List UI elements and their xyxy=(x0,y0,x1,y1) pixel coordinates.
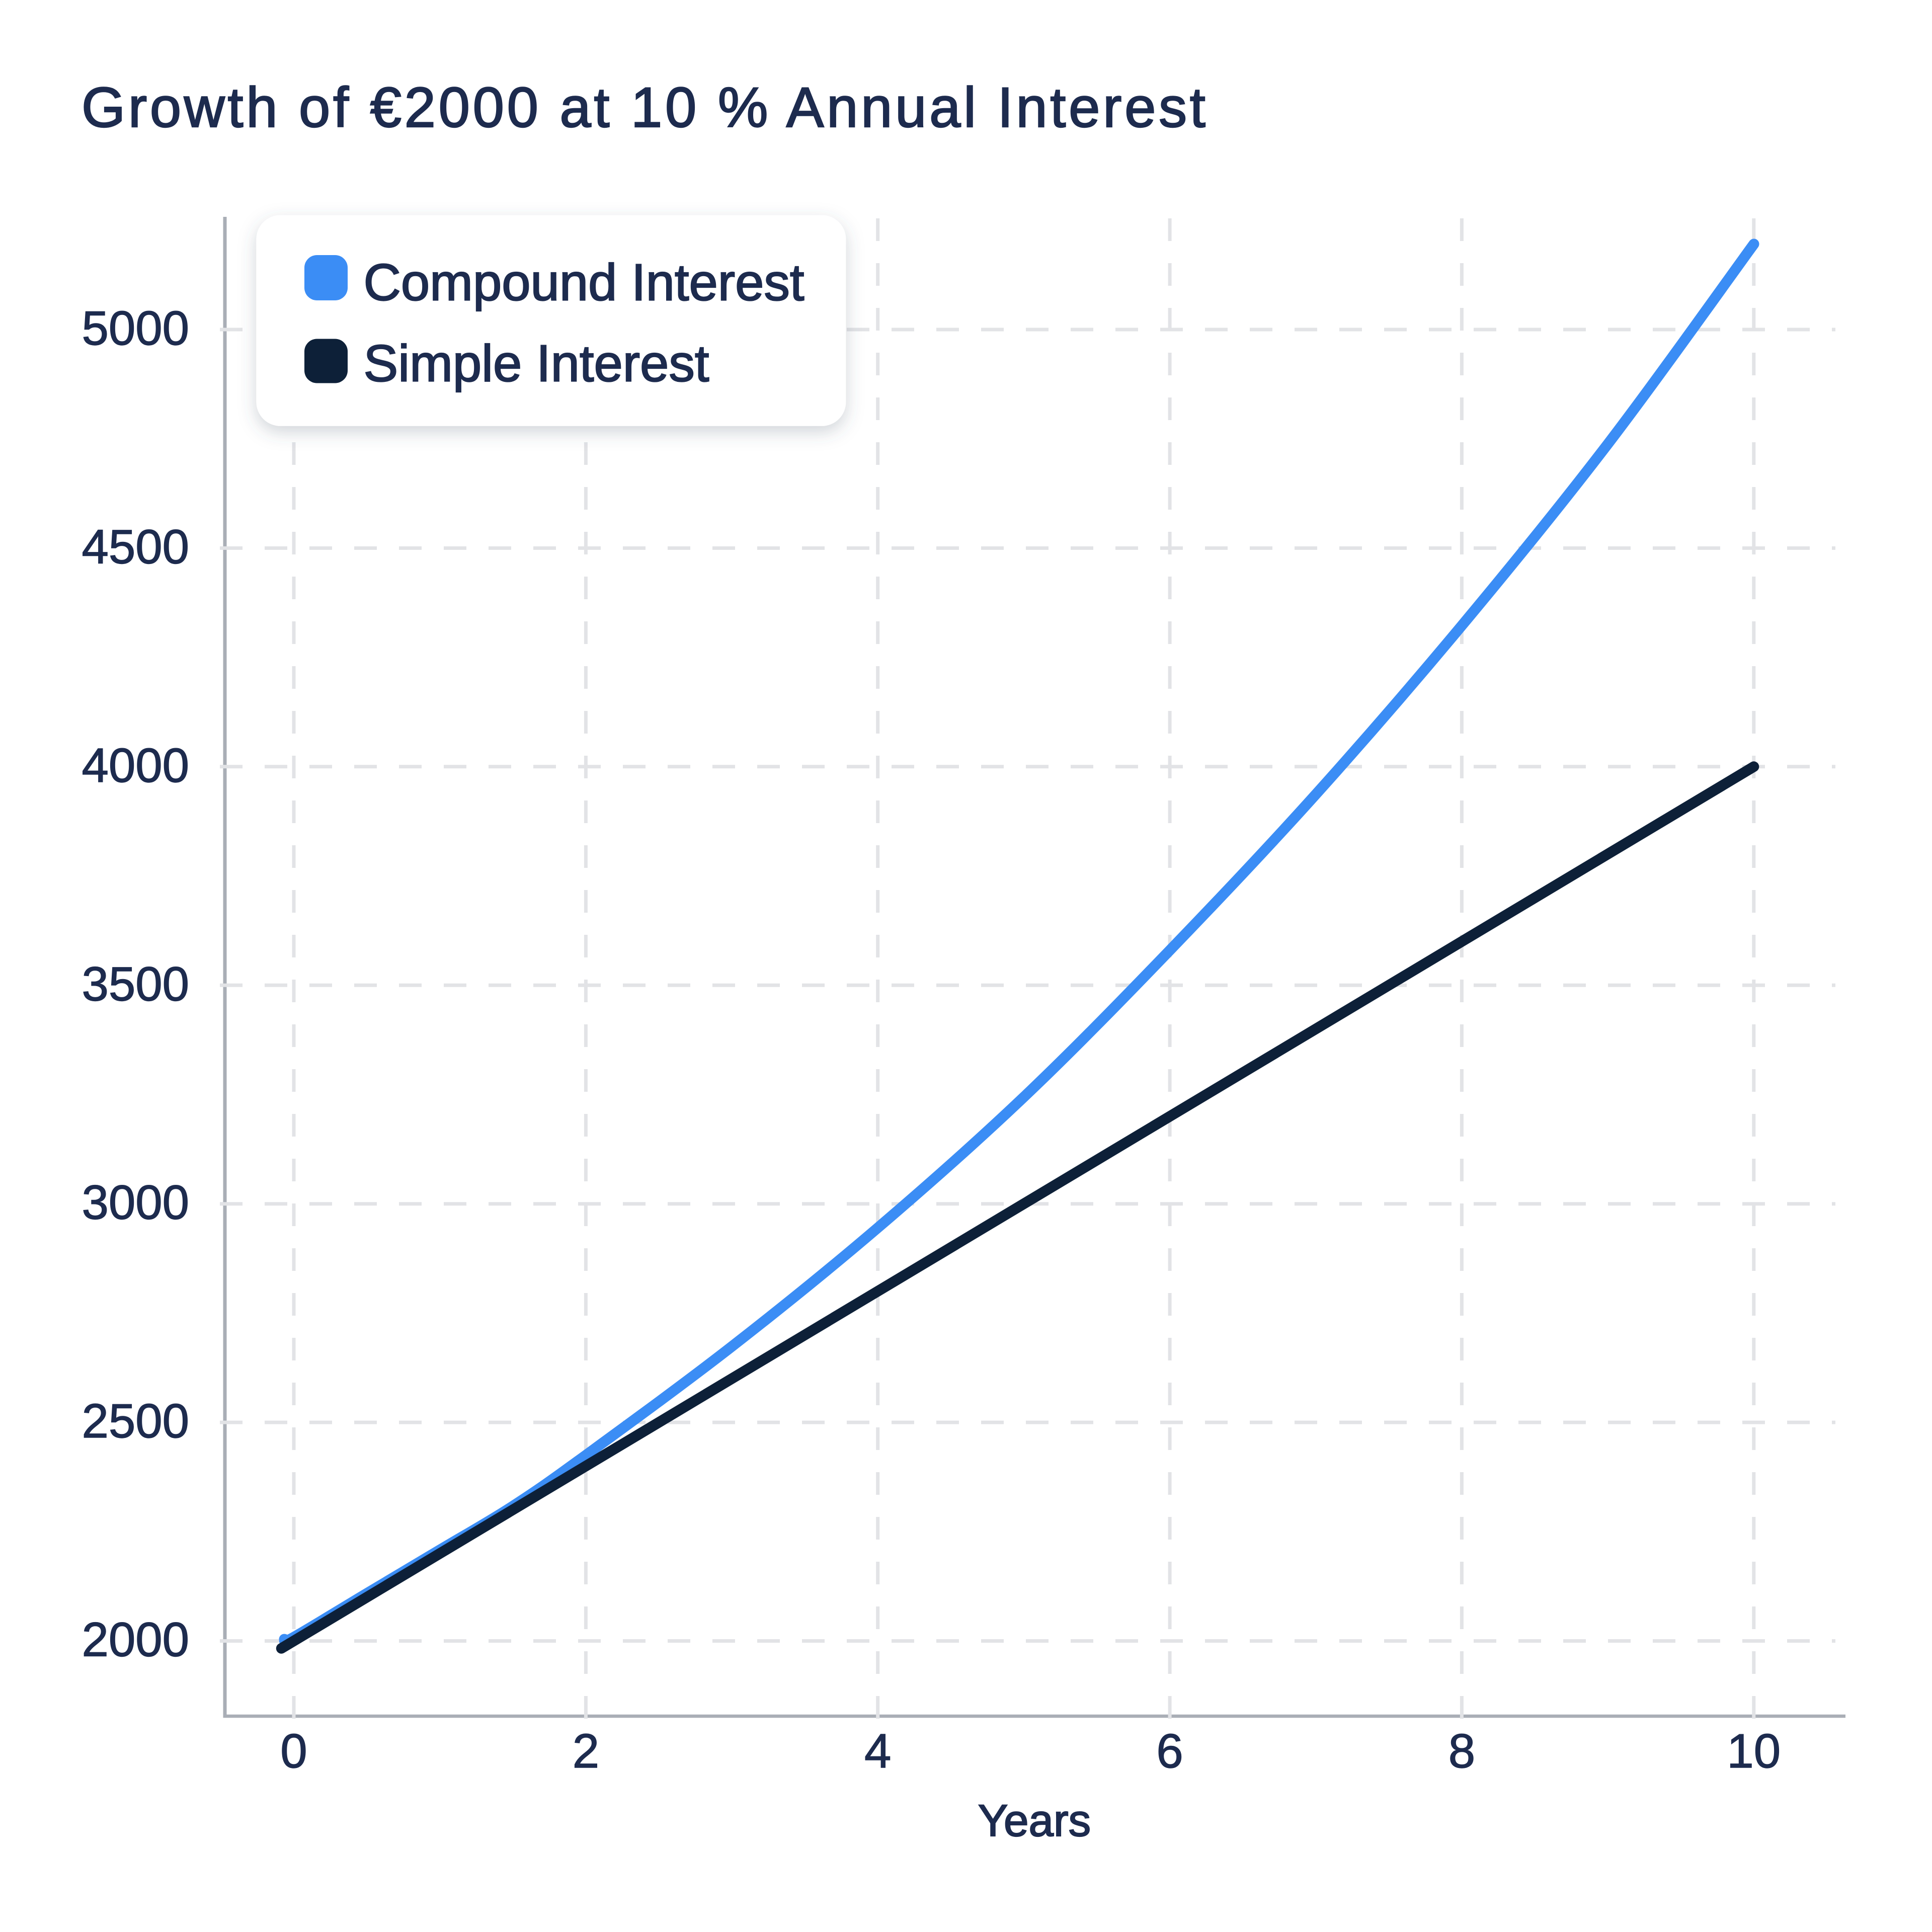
svg-text:6: 6 xyxy=(1156,1724,1183,1778)
svg-text:Simple Interest: Simple Interest xyxy=(364,334,709,392)
svg-text:3000: 3000 xyxy=(82,1176,189,1230)
svg-text:4500: 4500 xyxy=(82,520,189,574)
svg-text:Growth of €2000 at 10 % Annual: Growth of €2000 at 10 % Annual Interest xyxy=(82,76,1209,139)
svg-text:2: 2 xyxy=(573,1724,599,1778)
svg-text:4: 4 xyxy=(864,1724,891,1778)
svg-text:Compound Interest: Compound Interest xyxy=(364,254,804,311)
svg-text:2500: 2500 xyxy=(82,1394,189,1448)
svg-text:2000: 2000 xyxy=(82,1613,189,1667)
svg-text:8: 8 xyxy=(1448,1724,1475,1778)
svg-text:4000: 4000 xyxy=(82,739,189,792)
svg-text:10: 10 xyxy=(1727,1724,1781,1778)
svg-text:3500: 3500 xyxy=(82,957,189,1011)
svg-text:Years: Years xyxy=(978,1795,1091,1845)
svg-text:5000: 5000 xyxy=(82,301,189,355)
svg-text:0: 0 xyxy=(280,1724,307,1778)
